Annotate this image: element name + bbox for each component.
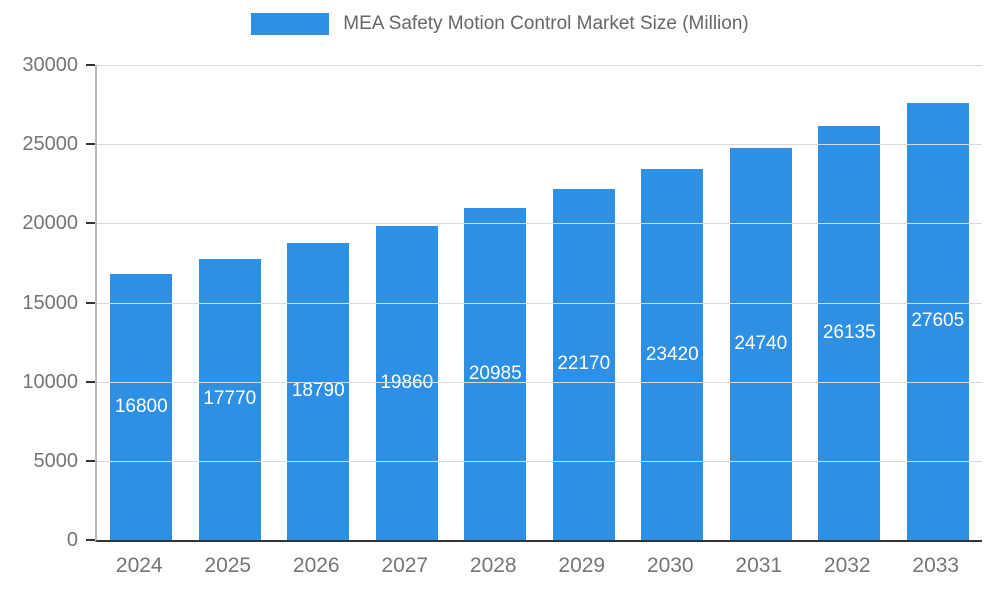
- gridline: [97, 460, 982, 462]
- legend-swatch-icon: [251, 13, 330, 35]
- plot-area: 16800 17770 18790 19860 20985 22170 23420 24740…: [86, 64, 982, 542]
- x-axis-tick-label: 2027: [381, 554, 429, 577]
- bar-value-label: 19860: [380, 371, 434, 393]
- bar-2027: 19860: [375, 225, 438, 540]
- x-axis-tick-label: 2026: [292, 554, 340, 577]
- bar-value-label: 23420: [645, 343, 699, 365]
- bar-2030: 23420: [641, 169, 704, 540]
- y-axis-tick: [86, 380, 95, 383]
- bar-value-label: 16800: [114, 396, 168, 417]
- y-axis-tick: [86, 143, 95, 146]
- y-axis-tick: [86, 539, 95, 541]
- y-axis-tick: [86, 64, 95, 66]
- x-axis-tick-label: 2033: [912, 554, 960, 577]
- bar-value-label: 26135: [822, 322, 876, 344]
- bar-2031: 24740: [729, 148, 792, 540]
- y-axis-tick: [86, 301, 95, 304]
- gridline: [97, 223, 982, 225]
- y-axis: 0 5000 10000 15000 20000 25000 30000: [0, 55, 79, 550]
- gridline: [97, 381, 982, 383]
- bars-container: 16800 17770 18790 19860 20985 22170 23420 24740…: [97, 65, 982, 540]
- y-axis-tick-label: 20000: [22, 212, 78, 235]
- y-axis-tick-label: 5000: [33, 449, 79, 472]
- bar-2028: 20985: [464, 207, 527, 540]
- x-axis: 2024 2025 2026 2027 2028 2029 2030 2031 2032 2033: [95, 554, 980, 578]
- bar-value-label: 17770: [203, 388, 257, 410]
- x-axis-tick-label: 2028: [469, 554, 517, 577]
- gridline: [97, 65, 982, 66]
- y-axis-tick-label: 30000: [22, 54, 78, 76]
- y-axis-tick-label: 10000: [22, 370, 78, 393]
- bar-value-label: 18790: [291, 380, 345, 402]
- legend-label: MEA Safety Motion Control Market Size (M…: [343, 13, 749, 34]
- x-axis-tick-label: 2025: [204, 554, 252, 577]
- y-axis-tick-label: 25000: [22, 133, 78, 156]
- bar-2025: 17770: [198, 258, 261, 540]
- bar-value-label: 20985: [468, 362, 522, 384]
- y-axis-tick: [86, 222, 95, 225]
- y-axis-tick-label: 0: [66, 529, 78, 551]
- bar-2029: 22170: [552, 188, 615, 540]
- gridline: [97, 144, 982, 146]
- x-axis-tick-label: 2030: [646, 554, 694, 577]
- y-axis-tick: [86, 459, 95, 462]
- bar-value-label: 27605: [911, 310, 965, 332]
- x-axis-tick-label: 2032: [823, 554, 871, 577]
- bar-2032: 26135: [818, 126, 881, 540]
- legend[interactable]: MEA Safety Motion Control Market Size (M…: [0, 13, 1000, 35]
- bar-2026: 18790: [287, 242, 350, 540]
- x-axis-tick-label: 2029: [558, 554, 606, 577]
- bar-2024: 16800: [110, 274, 173, 540]
- bar-value-label: 22170: [557, 353, 611, 375]
- bar-2033: 27605: [906, 102, 969, 540]
- gridline: [97, 302, 982, 304]
- y-axis-tick-label: 15000: [22, 291, 78, 314]
- bar-value-label: 24740: [734, 333, 788, 355]
- x-axis-tick-label: 2024: [115, 554, 163, 577]
- x-axis-tick-label: 2031: [735, 554, 783, 577]
